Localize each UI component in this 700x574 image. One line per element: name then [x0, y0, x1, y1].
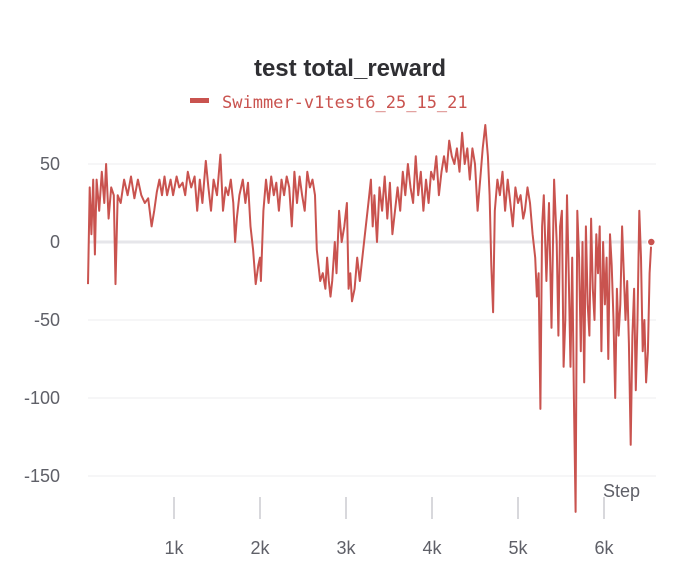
y-tick-label: -100: [24, 388, 60, 408]
x-tick-label: 4k: [422, 538, 442, 558]
x-tick-label: 2k: [250, 538, 270, 558]
y-tick-label: -50: [34, 310, 60, 330]
series-line-0: [87, 124, 653, 513]
y-tick-label: 50: [40, 154, 60, 174]
x-tick-label: 1k: [164, 538, 184, 558]
y-tick-label: -150: [24, 466, 60, 486]
series-end-marker: [646, 237, 657, 247]
y-axis: 50 0 -50 -100 -150: [24, 154, 60, 486]
legend-label: Swimmer-v1test6_25_15_21: [222, 93, 468, 113]
x-axis-label: Step: [603, 481, 640, 501]
series-layer: [87, 124, 657, 513]
legend-swatch: [190, 98, 209, 103]
x-tick-label: 6k: [594, 538, 614, 558]
x-tick-label: 5k: [508, 538, 528, 558]
legend: Swimmer-v1test6_25_15_21: [190, 93, 468, 113]
x-tick-label: 3k: [336, 538, 356, 558]
y-tick-label: 0: [50, 232, 60, 252]
x-axis: 1k 2k 3k 4k 5k 6k: [164, 497, 615, 558]
chart-title: test total_reward: [254, 55, 446, 82]
